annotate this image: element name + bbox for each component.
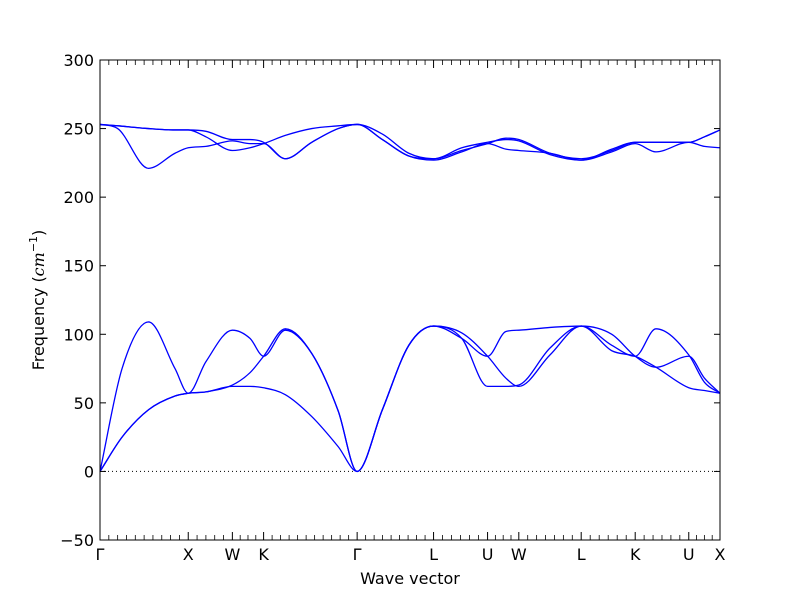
y-axis-title-text: Frequency ( bbox=[29, 276, 48, 370]
x-tick-label: K bbox=[630, 545, 641, 564]
y-tick-label: −50 bbox=[60, 531, 94, 550]
y-axis-title-exponent: −1 bbox=[27, 236, 40, 252]
y-axis-title-close: ) bbox=[29, 230, 48, 236]
y-axis-title-unit: cm bbox=[29, 252, 48, 276]
y-axis-title: Frequency (cm−1) bbox=[27, 230, 48, 371]
y-tick-label: 250 bbox=[63, 120, 94, 139]
x-tick-label: Γ bbox=[353, 545, 362, 564]
y-tick-label: 300 bbox=[63, 51, 94, 70]
y-tick-label: 100 bbox=[63, 325, 94, 344]
x-tick-label: K bbox=[258, 545, 269, 564]
x-tick-label: L bbox=[429, 545, 438, 564]
x-tick-label: U bbox=[683, 545, 695, 564]
plot-frame bbox=[99, 59, 721, 541]
x-tick-label: Γ bbox=[96, 545, 105, 564]
x-tick-label: U bbox=[482, 545, 494, 564]
band-line-5 bbox=[99, 123, 721, 161]
x-tick-label: X bbox=[183, 545, 194, 564]
x-tick-label: L bbox=[577, 545, 586, 564]
y-tick-label: 150 bbox=[63, 257, 94, 276]
x-tick-label: W bbox=[224, 545, 240, 564]
band-line-3 bbox=[99, 321, 721, 473]
phonon-bands bbox=[99, 123, 721, 473]
y-tick-label: 0 bbox=[84, 462, 94, 481]
x-tick-label: W bbox=[511, 545, 527, 564]
y-tick-label: 200 bbox=[63, 188, 94, 207]
y-tick-labels: −50 0 50 100 150 200 250 300 bbox=[60, 51, 94, 550]
y-tick-label: 50 bbox=[74, 394, 94, 413]
x-tick-label: X bbox=[715, 545, 726, 564]
x-axis-title: Wave vector bbox=[360, 569, 460, 588]
band-line-6 bbox=[99, 123, 721, 160]
axis-ticks bbox=[99, 59, 721, 541]
